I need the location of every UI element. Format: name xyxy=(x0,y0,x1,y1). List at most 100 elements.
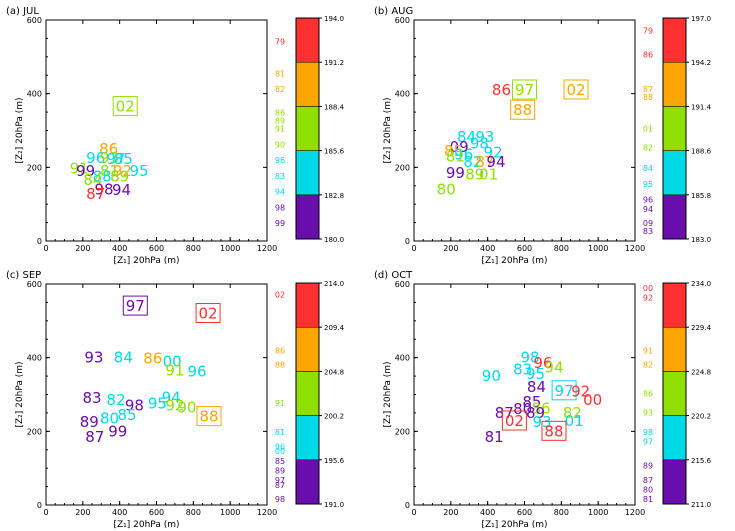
year-label: 96 xyxy=(454,145,473,163)
x-tick-label: 0 xyxy=(411,244,416,253)
colorbar-tick-label: 191.2 xyxy=(324,59,344,67)
data-point-99: 99 xyxy=(446,164,465,182)
data-point-99: 99 xyxy=(108,422,127,440)
year-label: 84 xyxy=(457,128,476,146)
year-label: 91 xyxy=(165,362,184,380)
colorbar-segment xyxy=(295,194,320,240)
year-label: 88 xyxy=(513,101,532,119)
year-label: 87 xyxy=(86,185,105,203)
year-label: 96 xyxy=(86,149,105,167)
side-year-label: 81 xyxy=(275,69,285,78)
x-axis-label: [Z₁] 20hPa (m) xyxy=(113,256,179,266)
side-year-label: 84 xyxy=(643,164,653,173)
data-point-83: 83 xyxy=(82,389,101,407)
year-label: 99 xyxy=(446,164,465,182)
data-point-98: 98 xyxy=(470,134,489,152)
x-tick-label: 200 xyxy=(75,508,90,517)
colorbar-segment xyxy=(662,371,687,416)
year-label: 98 xyxy=(125,397,144,415)
y-tick-label: 0 xyxy=(405,501,410,510)
year-label: 92 xyxy=(571,383,590,401)
panel-title: (b) AUG xyxy=(374,6,413,17)
year-label: 09 xyxy=(450,138,469,156)
data-point-81: 81 xyxy=(485,428,504,446)
year-label: 95 xyxy=(526,365,545,383)
colorbar-tick-label: 188.4 xyxy=(324,103,345,111)
colorbar-tick-label: 194.0 xyxy=(324,15,344,23)
side-year-label: 81 xyxy=(275,428,285,437)
colorbar-tick-label: 234.0 xyxy=(691,280,711,288)
side-year-label: 92 xyxy=(643,293,653,302)
data-point-95: 95 xyxy=(148,395,167,413)
side-year-label: 95 xyxy=(643,180,653,189)
year-label: 87 xyxy=(495,404,514,422)
side-year-label: 86 xyxy=(643,390,653,399)
year-label: 01 xyxy=(479,166,498,184)
data-point-93: 93 xyxy=(84,349,103,367)
y-tick-label: 0 xyxy=(37,501,42,510)
colorbar-tick-label: 215.6 xyxy=(691,457,712,465)
colorbar-segment xyxy=(295,326,320,372)
y-tick-label: 400 xyxy=(395,90,410,99)
year-label: 94 xyxy=(162,388,181,406)
colorbar-segment xyxy=(662,415,687,461)
colorbar-segment xyxy=(295,415,320,461)
colorbar-segment xyxy=(295,371,320,416)
data-point-96: 96 xyxy=(533,354,552,372)
x-tick-label: 400 xyxy=(112,508,127,517)
side-year-label: 96 xyxy=(275,156,285,165)
side-year-label: 97 xyxy=(275,476,285,485)
data-point-88: 88 xyxy=(196,406,222,427)
side-year-label: 86 xyxy=(643,50,653,59)
panel-2: (b) AUG 0 200 400 600 800 1000 1200 0 200 400 600 [Z… xyxy=(374,6,712,266)
colorbar-tick-label: 211.0 xyxy=(691,501,711,509)
year-label: 80 xyxy=(100,409,119,427)
year-label: 83 xyxy=(82,389,101,407)
year-label: 85 xyxy=(522,393,541,411)
year-label: 01 xyxy=(565,412,584,430)
y-axis-label: [Z₂] 20hPa (m) xyxy=(15,97,25,163)
data-point-99: 99 xyxy=(76,162,95,180)
year-label: 81 xyxy=(485,428,504,446)
data-point-90: 90 xyxy=(177,398,196,416)
year-label: 98 xyxy=(470,134,489,152)
side-year-label: 85 xyxy=(275,457,285,466)
colorbar-tick-label: 180.0 xyxy=(324,236,344,244)
data-point-09: 09 xyxy=(450,138,469,156)
colorbar-tick-label: 188.6 xyxy=(691,148,712,156)
colorbar-tick-label: 194.2 xyxy=(691,59,711,67)
data-point-94: 94 xyxy=(112,181,131,199)
year-label: 84 xyxy=(83,171,102,189)
year-label: 88 xyxy=(199,408,218,426)
data-point-87: 87 xyxy=(475,153,494,171)
y-tick-label: 400 xyxy=(27,90,42,99)
data-point-94: 94 xyxy=(544,359,563,377)
data-point-92: 92 xyxy=(484,144,503,162)
year-label: 89 xyxy=(526,404,545,422)
colorbar-tick-label: 185.6 xyxy=(324,148,345,156)
colorbar-tick-label: 204.8 xyxy=(324,368,344,376)
year-label: 00 xyxy=(583,391,602,409)
year-label: 96 xyxy=(187,363,206,381)
highlight-box xyxy=(112,96,138,117)
x-tick-label: 1200 xyxy=(625,244,645,253)
x-tick-label: 1000 xyxy=(220,244,240,253)
colorbar-segment xyxy=(662,150,687,196)
colorbar-tick-label: 220.2 xyxy=(691,413,711,421)
side-year-label: 98 xyxy=(275,495,285,504)
data-point-01: 01 xyxy=(479,166,498,184)
side-year-label: 91 xyxy=(275,399,285,408)
year-label: 88 xyxy=(93,168,112,186)
y-tick-label: 200 xyxy=(395,163,410,172)
year-label: 88 xyxy=(544,422,563,440)
year-label: 95 xyxy=(129,162,148,180)
data-point-91: 91 xyxy=(70,159,89,177)
data-point-97: 97 xyxy=(106,150,125,168)
data-point-90: 90 xyxy=(482,367,501,385)
colorbar-tick-label: 183.0 xyxy=(691,236,711,244)
year-label: 97 xyxy=(106,150,125,168)
data-point-82: 82 xyxy=(563,404,582,422)
x-tick-label: 0 xyxy=(411,508,416,517)
x-tick-label: 400 xyxy=(480,244,495,253)
x-tick-label: 0 xyxy=(43,244,48,253)
